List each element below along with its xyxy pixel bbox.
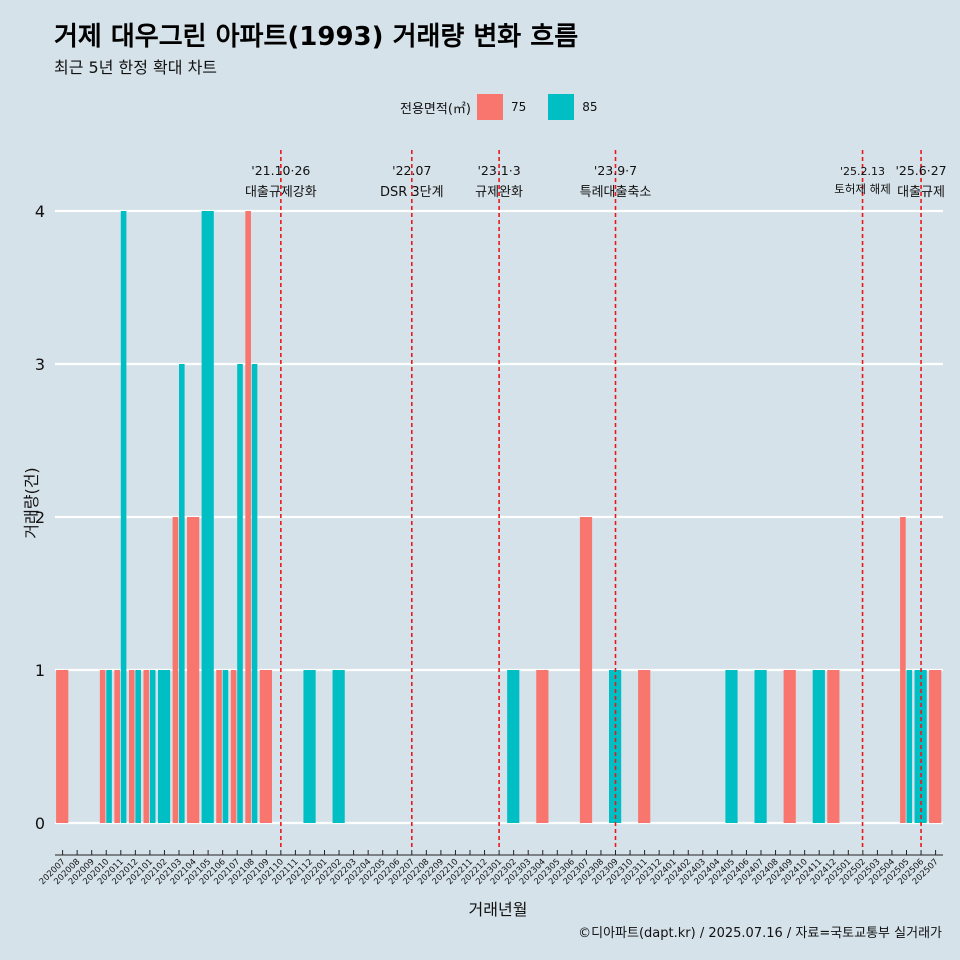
bar-75-202103 [172,517,179,823]
bar-75-202107 [230,670,237,823]
legend-title: 전용면적(㎡) [400,101,471,117]
bar-75-202409 [783,670,796,823]
legend-key-85 [548,94,575,120]
bar-85-202505 [906,670,913,823]
legend-key-75 [476,94,503,120]
bar-85-202010 [106,670,112,823]
bar-75-202101 [143,670,150,823]
bar-85-202108 [251,364,258,823]
bar-75-202307 [579,517,593,823]
event-label: 토허제 해제 [834,182,891,196]
bar-85-202302 [507,670,520,823]
y-tick-label: 2 [35,508,45,527]
legend-label-85: 85 [582,100,598,114]
bar-85-202112 [303,670,316,823]
legend: 전용면적(㎡) 75 85 [400,93,620,121]
bar-85-202407 [754,670,767,823]
bar-75-202108 [245,211,251,823]
bar-75-202011 [114,670,120,823]
bar-85-202202 [332,670,345,823]
bar-85-202411 [812,670,825,823]
event-date-label: '21.10·26 [251,163,310,178]
bar-85-202106 [222,670,229,823]
bar-75-202311 [638,670,651,823]
bar-75-202007 [56,670,69,823]
event-date-label: '22.07 [392,163,431,178]
bar-75-202104 [187,517,200,823]
bar-85-202101 [149,670,156,823]
chart-subtitle: 최근 5년 한정 확대 차트 [54,58,218,77]
event-label: 특례대출축소 [580,185,652,200]
y-tick-label: 4 [35,202,45,221]
bar-75-202109 [259,670,272,823]
y-tick-label: 3 [35,355,45,374]
bar-85-202105 [201,211,214,823]
bar-85-202012 [135,670,141,823]
event-date-label: '23.1·3 [477,163,520,178]
event-date-label: '25.2.13 [840,165,885,178]
bar-75-202010 [99,670,106,823]
bar-75-202505 [900,517,906,823]
bar-85-202103 [179,364,185,823]
x-axis-label: 거래년월 [468,900,528,919]
event-label: 규제완화 [475,185,523,200]
bar-75-202412 [827,670,840,823]
bar-75-202507 [929,670,942,823]
bar-85-202102 [157,670,171,823]
y-axis-label: 거래량(건) [22,467,41,539]
event-label: DSR 3단계 [380,185,444,200]
event-date-label: '25.6·27 [895,163,946,178]
bar-75-202106 [216,670,222,823]
event-label: 대출규제강화 [245,185,317,200]
source-caption: ©디아파트(dapt.kr) / 2025.07.16 / 자료=국토교통부 실… [578,926,942,941]
bar-85-202011 [120,211,127,823]
bar-75-202012 [128,670,135,823]
bar-75-202304 [536,670,549,823]
bar-85-202405 [725,670,738,823]
legend-label-75: 75 [510,100,527,114]
y-tick-label: 1 [35,661,45,680]
event-date-label: '23.9·7 [594,163,637,178]
event-label: 대출규제 [897,185,945,200]
bar-85-202107 [237,364,243,823]
chart-title: 거제 대우그린 아파트(1993) 거래량 변화 흐름 [54,22,579,52]
y-tick-label: 0 [35,814,45,833]
